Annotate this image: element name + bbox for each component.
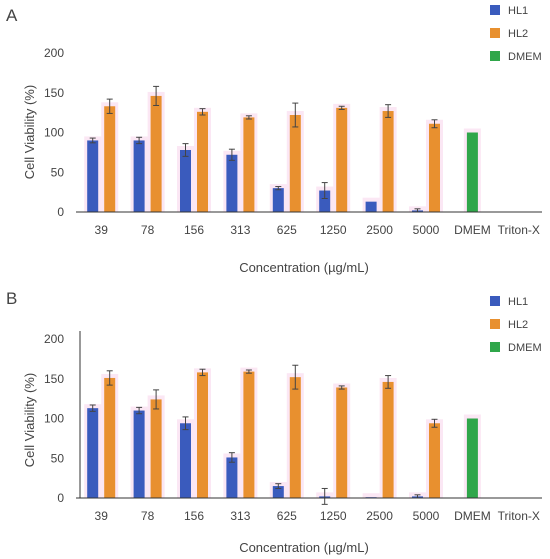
y-tick-label: 150 — [44, 86, 64, 100]
panel-a-bars — [84, 91, 481, 212]
panel-b-legend: HL1 HL2 DMEM — [490, 296, 542, 354]
panel-b-y-axis-label: Cell Viability (%) — [22, 373, 37, 467]
panel-a: A 0 50 100 150 200 39 78 156 313 625 1250 2500 5000… — [6, 5, 542, 275]
panel-a-y-ticks: 0 50 100 150 200 — [44, 46, 64, 219]
legend-swatch-dmem — [490, 51, 500, 61]
legend-label-hl2: HL2 — [508, 28, 528, 40]
x-tick-label: 78 — [141, 223, 155, 237]
x-tick-label: 78 — [141, 509, 155, 523]
legend-label-hl1: HL1 — [508, 296, 528, 308]
bar-hl2-5000 — [429, 123, 440, 212]
bar-hl2-39 — [104, 106, 116, 212]
legend-swatch-hl1 — [490, 296, 500, 306]
panel-a-label: A — [6, 6, 18, 25]
y-tick-label: 200 — [44, 332, 64, 346]
legend-label-hl2: HL2 — [508, 319, 528, 331]
x-tick-label: 1250 — [320, 223, 347, 237]
bar-hl2-625 — [289, 115, 301, 212]
legend-swatch-hl1 — [490, 5, 500, 15]
bar-dmem-dmem — [466, 418, 478, 498]
y-tick-label: 0 — [57, 205, 64, 219]
panel-a-y-axis-label: Cell Viability (%) — [22, 85, 37, 179]
bar-hl1-156 — [180, 149, 191, 212]
bar-hl1-78 — [133, 140, 145, 212]
bar-hl1-39 — [87, 408, 99, 498]
y-tick-label: 0 — [57, 491, 64, 505]
bar-hl1-78 — [133, 410, 145, 498]
x-tick-label: 39 — [95, 223, 109, 237]
x-tick-label: 313 — [230, 509, 250, 523]
bar-hl2-1250 — [336, 107, 348, 212]
bar-hl2-78 — [150, 399, 162, 498]
bar-hl1-2500 — [365, 201, 377, 212]
panel-b-label: B — [6, 289, 17, 308]
legend-swatch-dmem — [490, 342, 500, 352]
bar-hl2-2500 — [382, 381, 394, 498]
x-tick-label: 39 — [95, 509, 109, 523]
x-tick-label: 625 — [277, 223, 297, 237]
legend-label-hl1: HL1 — [508, 5, 528, 17]
x-tick-label: 313 — [230, 223, 250, 237]
panel-a-legend: HL1 HL2 DMEM — [490, 5, 542, 63]
panel-b-bars — [84, 367, 481, 498]
legend-label-dmem: DMEM — [508, 51, 542, 63]
bar-hl1-625 — [272, 486, 284, 498]
y-tick-label: 200 — [44, 46, 64, 60]
bar-hl1-313 — [226, 457, 238, 498]
panel-b-x-ticks: 39 78 156 313 625 1250 2500 5000 DMEM Triton-X — [95, 509, 540, 523]
panel-b-axes — [76, 331, 542, 499]
bar-hl2-5000 — [429, 423, 440, 498]
legend-label-dmem: DMEM — [508, 342, 542, 354]
bar-hl2-313 — [243, 371, 255, 498]
bar-hl2-1250 — [336, 387, 348, 498]
y-tick-label: 50 — [51, 451, 65, 465]
bar-dmem-dmem — [466, 132, 478, 212]
bar-hl2-625 — [289, 377, 301, 498]
x-tick-label: 2500 — [366, 223, 393, 237]
panel-a-error-bars — [89, 85, 438, 213]
x-tick-label: 5000 — [413, 509, 440, 523]
bar-hl1-1250 — [319, 190, 331, 212]
panel-b: B 0 50 100 150 200 39 78 156 313 625 1250 2500 5000… — [6, 289, 542, 555]
x-tick-label: 625 — [277, 509, 297, 523]
bar-hl2-156 — [197, 372, 208, 498]
x-tick-label: 156 — [184, 223, 204, 237]
x-tick-label: Triton-X — [498, 509, 540, 523]
bar-hl1-625 — [272, 188, 284, 212]
bar-hl1-313 — [226, 154, 238, 212]
bar-hl2-2500 — [382, 111, 394, 212]
panel-a-x-axis-label: Concentration (µg/mL) — [239, 260, 369, 275]
bar-hl2-78 — [150, 95, 162, 212]
x-tick-label: DMEM — [454, 509, 491, 523]
x-tick-label: DMEM — [454, 223, 491, 237]
panel-b-x-axis-label: Concentration (µg/mL) — [239, 540, 369, 555]
bar-hl1-156 — [180, 423, 191, 498]
x-tick-label: Triton-X — [498, 223, 540, 237]
bar-halo — [362, 493, 380, 498]
x-tick-label: 2500 — [366, 509, 393, 523]
x-tick-label: 156 — [184, 509, 204, 523]
bar-hl2-313 — [243, 117, 255, 212]
x-tick-label: 1250 — [320, 509, 347, 523]
panel-b-y-ticks: 0 50 100 150 200 — [44, 332, 64, 505]
y-tick-label: 100 — [44, 412, 64, 426]
y-tick-label: 100 — [44, 126, 64, 140]
bar-hl2-156 — [197, 111, 208, 212]
panel-a-x-ticks: 39 78 156 313 625 1250 2500 5000 DMEM Triton-X — [95, 223, 540, 237]
legend-swatch-hl2 — [490, 319, 500, 329]
y-tick-label: 50 — [51, 165, 65, 179]
x-tick-label: 5000 — [413, 223, 440, 237]
bar-hl1-39 — [87, 140, 99, 212]
bar-hl2-39 — [104, 377, 116, 498]
y-tick-label: 150 — [44, 372, 64, 386]
legend-swatch-hl2 — [490, 28, 500, 38]
